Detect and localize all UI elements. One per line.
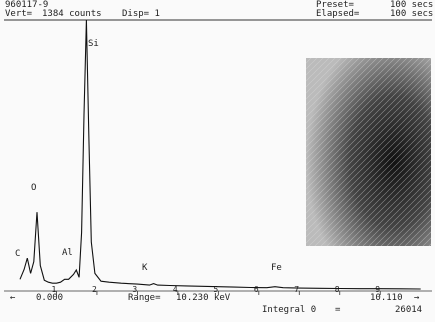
peak-label: Si bbox=[88, 39, 99, 49]
x-tick-label: 5 bbox=[213, 285, 218, 294]
x-tick-label: 6 bbox=[254, 285, 259, 294]
range-value: 10.230 keV bbox=[176, 293, 231, 303]
x-tick-label: 2 bbox=[92, 285, 97, 294]
right-arrow: → bbox=[414, 293, 420, 303]
left-arrow: ← bbox=[10, 293, 16, 303]
vert-counts: 1384 counts bbox=[42, 9, 102, 19]
peak-label: Al bbox=[62, 248, 73, 258]
peak-label: O bbox=[31, 183, 36, 193]
cursor-value: 10.110 bbox=[370, 293, 403, 303]
x-tick-label: 7 bbox=[294, 285, 299, 294]
range-start: 0.000 bbox=[36, 293, 63, 303]
integral-value: 26014 bbox=[395, 305, 422, 315]
x-tick-label: 9 bbox=[375, 285, 380, 294]
elapsed-label: Elapsed= bbox=[316, 9, 360, 19]
integral-label: Integral 0 bbox=[262, 305, 316, 315]
preset-label: Preset= bbox=[316, 0, 355, 10]
elapsed-time: 100 secs bbox=[390, 9, 433, 19]
x-tick-label: 8 bbox=[335, 285, 340, 294]
integral-equals: = bbox=[335, 305, 341, 315]
disp: Disp= 1 bbox=[122, 9, 160, 19]
preset-time: 100 secs bbox=[390, 0, 433, 10]
peak-label: Fe bbox=[271, 263, 282, 273]
x-tick-label: 3 bbox=[132, 285, 137, 294]
peak-label: C bbox=[15, 249, 20, 259]
spectrum bbox=[19, 19, 421, 290]
vert-label: Vert= bbox=[5, 9, 33, 19]
micrograph-texture bbox=[306, 58, 431, 246]
peak-label: K bbox=[142, 263, 148, 273]
range-label: Range= bbox=[128, 293, 161, 303]
x-tick-label: 1 bbox=[51, 285, 56, 294]
spectrum-id: 960117-9 bbox=[5, 0, 48, 10]
x-tick-label: 4 bbox=[173, 285, 178, 294]
